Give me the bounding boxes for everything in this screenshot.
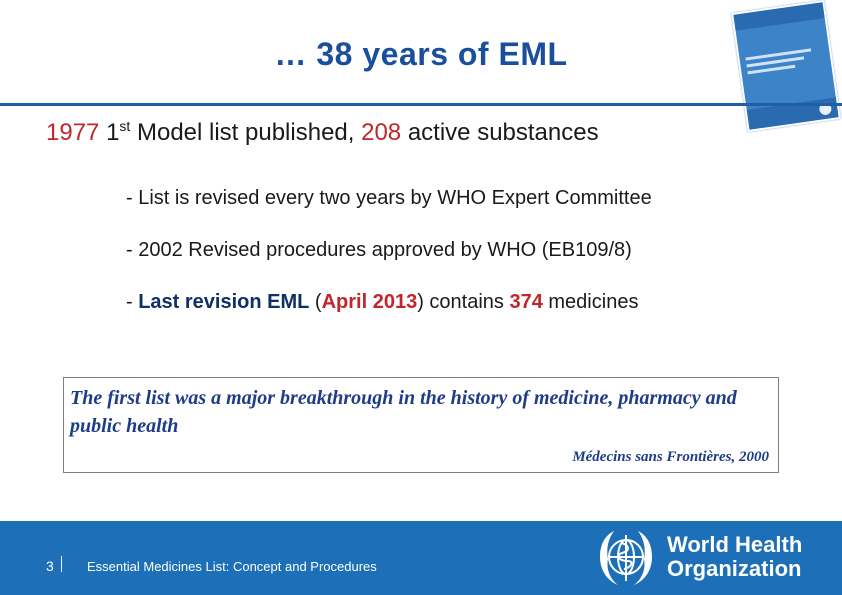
footer-bar: 3 Essential Medicines List: Concept and … bbox=[0, 521, 842, 595]
headline-text-a: Model list published, bbox=[130, 119, 362, 146]
headline-ordinal: 1st bbox=[106, 118, 131, 146]
footer-caption: Essential Medicines List: Concept and Pr… bbox=[87, 559, 377, 574]
bullet-revision-cycle: - List is revised every two years by WHO… bbox=[126, 187, 652, 209]
ordinal-suffix: st bbox=[119, 118, 131, 134]
page-number: 3 bbox=[46, 558, 54, 574]
quote-source: Médecins sans Frontières, 2000 bbox=[572, 449, 769, 465]
who-name-line1: World Health bbox=[667, 532, 803, 557]
revision-date: April 2013 bbox=[321, 291, 418, 313]
quote-text: The first list was a major breakthrough … bbox=[70, 387, 737, 437]
who-wordmark: World Health Organization bbox=[667, 533, 802, 581]
last-revision-label: Last revision EML bbox=[138, 291, 310, 313]
slide-title: … 38 years of EML bbox=[274, 36, 568, 72]
bullet-dash: - bbox=[126, 291, 139, 313]
cover-top-band bbox=[733, 2, 825, 31]
medicine-count: 374 bbox=[509, 291, 543, 313]
ordinal-number: 1 bbox=[106, 119, 120, 146]
bullet-last-revision: - Last revision EML (April 2013) contain… bbox=[126, 291, 638, 314]
paren-close-text: ) contains bbox=[417, 291, 510, 313]
who-name-line2: Organization bbox=[667, 556, 802, 581]
title-divider bbox=[0, 103, 842, 106]
who-emblem-icon bbox=[600, 531, 652, 585]
paren-open: ( bbox=[309, 291, 322, 313]
headline-year: 1977 bbox=[46, 119, 100, 146]
headline: 1977 1st Model list published, 208 activ… bbox=[46, 118, 599, 147]
report-cover-thumbnail bbox=[731, 0, 841, 132]
headline-count: 208 bbox=[361, 119, 402, 146]
page-number-separator bbox=[61, 556, 62, 572]
quote-box: The first list was a major breakthrough … bbox=[63, 377, 779, 473]
bullet-tail: medicines bbox=[542, 291, 639, 313]
bullet-revised-procedures: - 2002 Revised procedures approved by WH… bbox=[126, 239, 632, 261]
headline-text-b: active substances bbox=[401, 119, 599, 146]
